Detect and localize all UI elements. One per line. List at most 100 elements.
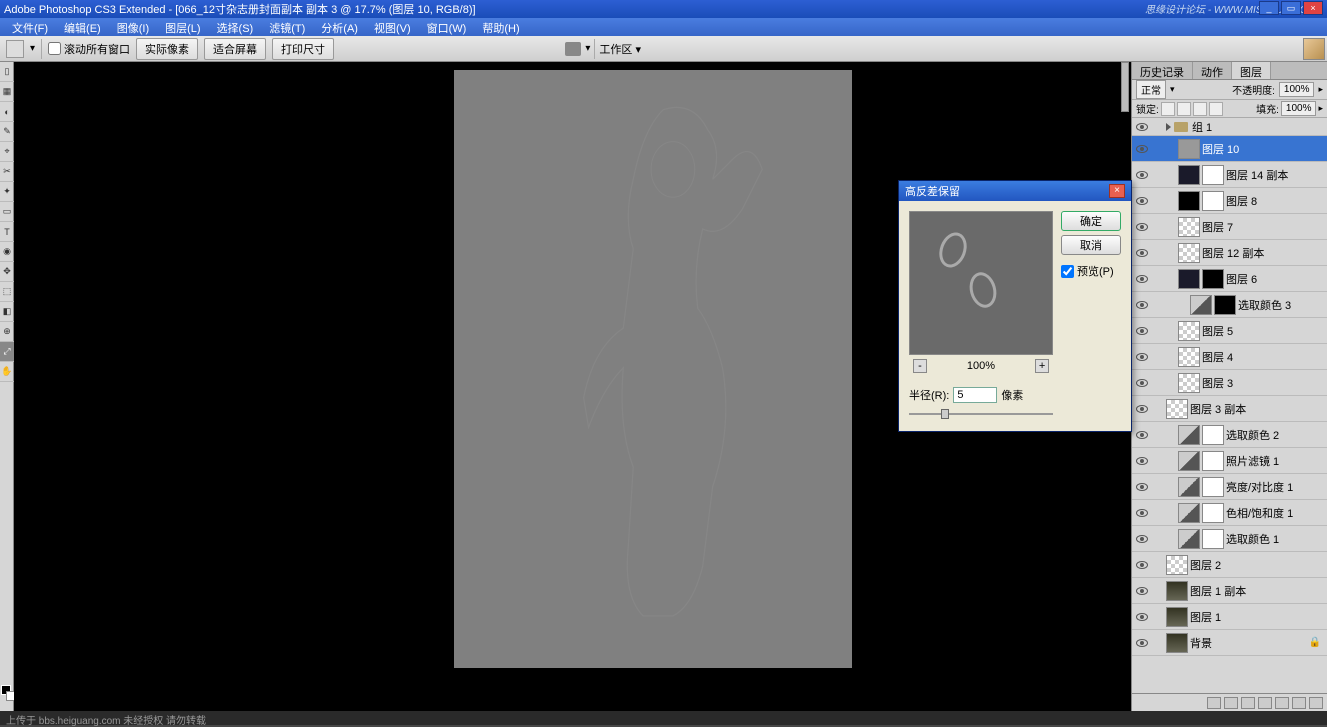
layer-row[interactable]: 图层 6 <box>1132 266 1327 292</box>
zoom-in-button[interactable]: + <box>1035 359 1049 373</box>
eye-icon[interactable] <box>1136 613 1148 621</box>
zoom-out-button[interactable]: - <box>913 359 927 373</box>
tool-button[interactable]: ⌖ <box>0 142 14 162</box>
eye-icon[interactable] <box>1136 561 1148 569</box>
eye-icon[interactable] <box>1136 171 1148 179</box>
minimize-button[interactable]: _ <box>1259 1 1279 15</box>
fill-field[interactable]: 100% <box>1281 101 1317 116</box>
dialog-close-button[interactable]: × <box>1109 184 1125 198</box>
layer-thumbnail[interactable] <box>1166 555 1188 575</box>
layer-group[interactable]: 组 1 <box>1132 118 1327 136</box>
layer-thumbnail[interactable] <box>1178 321 1200 341</box>
tool-button[interactable]: ✋ <box>0 362 14 382</box>
layers-list[interactable]: 组 1 图层 10图层 14 副本图层 8图层 7图层 12 副本图层 6选取颜… <box>1132 118 1327 693</box>
menu-item[interactable]: 分析(A) <box>313 18 366 36</box>
maximize-button[interactable]: ▭ <box>1281 1 1301 15</box>
tool-button[interactable]: ⊕ <box>0 322 14 342</box>
tool-button[interactable]: ✥ <box>0 262 14 282</box>
preview-checkbox[interactable]: 预览(P) <box>1061 263 1121 279</box>
menu-item[interactable]: 文件(F) <box>4 18 56 36</box>
panel-tab[interactable]: 历史记录 <box>1132 62 1193 79</box>
layer-row[interactable]: 图层 14 副本 <box>1132 162 1327 188</box>
eye-icon[interactable] <box>1136 197 1148 205</box>
mask-thumbnail[interactable] <box>1202 451 1224 471</box>
layer-thumbnail[interactable] <box>1178 139 1200 159</box>
tool-button[interactable]: ▯ <box>0 62 14 82</box>
layer-thumbnail[interactable] <box>1178 347 1200 367</box>
layer-thumbnail[interactable] <box>1178 243 1200 263</box>
fit-screen-button[interactable]: 适合屏幕 <box>204 38 266 60</box>
menu-item[interactable]: 滤镜(T) <box>261 18 313 36</box>
layer-row[interactable]: 亮度/对比度 1 <box>1132 474 1327 500</box>
document-canvas[interactable] <box>454 70 852 668</box>
mask-thumbnail[interactable] <box>1202 165 1224 185</box>
eye-icon[interactable] <box>1136 431 1148 439</box>
eye-icon[interactable] <box>1136 249 1148 257</box>
menu-item[interactable]: 帮助(H) <box>474 18 527 36</box>
eye-icon[interactable] <box>1136 301 1148 309</box>
mask-thumbnail[interactable] <box>1214 295 1236 315</box>
tool-button[interactable]: ◧ <box>0 302 14 322</box>
layer-row[interactable]: 色相/饱和度 1 <box>1132 500 1327 526</box>
layer-thumbnail[interactable] <box>1178 191 1200 211</box>
layer-row[interactable]: 选取颜色 1 <box>1132 526 1327 552</box>
layer-row[interactable]: 图层 3 副本 <box>1132 396 1327 422</box>
eye-icon[interactable] <box>1136 353 1148 361</box>
eye-icon[interactable] <box>1136 145 1148 153</box>
link-layers-icon[interactable] <box>1207 697 1221 709</box>
radius-slider[interactable] <box>909 407 1053 421</box>
tool-preset-icon[interactable] <box>6 40 24 58</box>
menu-item[interactable]: 图层(L) <box>157 18 208 36</box>
tool-button[interactable]: ⤢ <box>0 342 14 362</box>
eye-icon[interactable] <box>1136 275 1148 283</box>
eye-icon[interactable] <box>1136 379 1148 387</box>
ok-button[interactable]: 确定 <box>1061 211 1121 231</box>
panel-tab[interactable]: 动作 <box>1193 62 1232 79</box>
tool-button[interactable]: ✎ <box>0 122 14 142</box>
new-group-icon[interactable] <box>1275 697 1289 709</box>
new-layer-icon[interactable] <box>1292 697 1306 709</box>
layer-row[interactable]: 图层 2 <box>1132 552 1327 578</box>
layer-thumbnail[interactable] <box>1178 269 1200 289</box>
eye-icon[interactable] <box>1136 223 1148 231</box>
layer-thumbnail[interactable] <box>1178 425 1200 445</box>
workspace-dropdown[interactable]: ▾ 工作区 ▾ <box>565 39 641 59</box>
eye-icon[interactable] <box>1136 509 1148 517</box>
layer-thumbnail[interactable] <box>1178 529 1200 549</box>
lock-position-icon[interactable] <box>1193 102 1207 116</box>
mask-thumbnail[interactable] <box>1202 477 1224 497</box>
menu-item[interactable]: 图像(I) <box>109 18 157 36</box>
menu-item[interactable]: 选择(S) <box>209 18 262 36</box>
layer-row[interactable]: 图层 8 <box>1132 188 1327 214</box>
layer-row[interactable]: 图层 10 <box>1132 136 1327 162</box>
mask-thumbnail[interactable] <box>1202 529 1224 549</box>
tool-button[interactable]: ◐ <box>0 102 14 122</box>
delete-layer-icon[interactable] <box>1309 697 1323 709</box>
layer-thumbnail[interactable] <box>1178 477 1200 497</box>
layer-row[interactable]: 背景🔒 <box>1132 630 1327 656</box>
dialog-titlebar[interactable]: 高反差保留 × <box>899 181 1131 201</box>
menu-item[interactable]: 视图(V) <box>366 18 419 36</box>
layer-row[interactable]: 图层 1 副本 <box>1132 578 1327 604</box>
eye-icon[interactable] <box>1136 405 1148 413</box>
panel-collapse-handle[interactable] <box>1121 62 1129 112</box>
blend-mode-dropdown[interactable]: 正常 <box>1136 80 1166 99</box>
print-size-button[interactable]: 打印尺寸 <box>272 38 334 60</box>
close-button[interactable]: × <box>1303 1 1323 15</box>
layer-thumbnail[interactable] <box>1178 165 1200 185</box>
lock-transparency-icon[interactable] <box>1161 102 1175 116</box>
tool-button[interactable]: ◉ <box>0 242 14 262</box>
layer-row[interactable]: 图层 1 <box>1132 604 1327 630</box>
disclosure-triangle[interactable] <box>1166 123 1171 131</box>
layer-thumbnail[interactable] <box>1178 217 1200 237</box>
slider-handle[interactable] <box>941 409 949 419</box>
lock-pixels-icon[interactable] <box>1177 102 1191 116</box>
layer-thumbnail[interactable] <box>1166 581 1188 601</box>
menu-item[interactable]: 编辑(E) <box>56 18 109 36</box>
eye-icon[interactable] <box>1136 587 1148 595</box>
tool-button[interactable]: T <box>0 222 14 242</box>
layer-row[interactable]: 图层 3 <box>1132 370 1327 396</box>
layer-row[interactable]: 照片滤镜 1 <box>1132 448 1327 474</box>
lock-all-icon[interactable] <box>1209 102 1223 116</box>
eye-icon[interactable] <box>1136 327 1148 335</box>
